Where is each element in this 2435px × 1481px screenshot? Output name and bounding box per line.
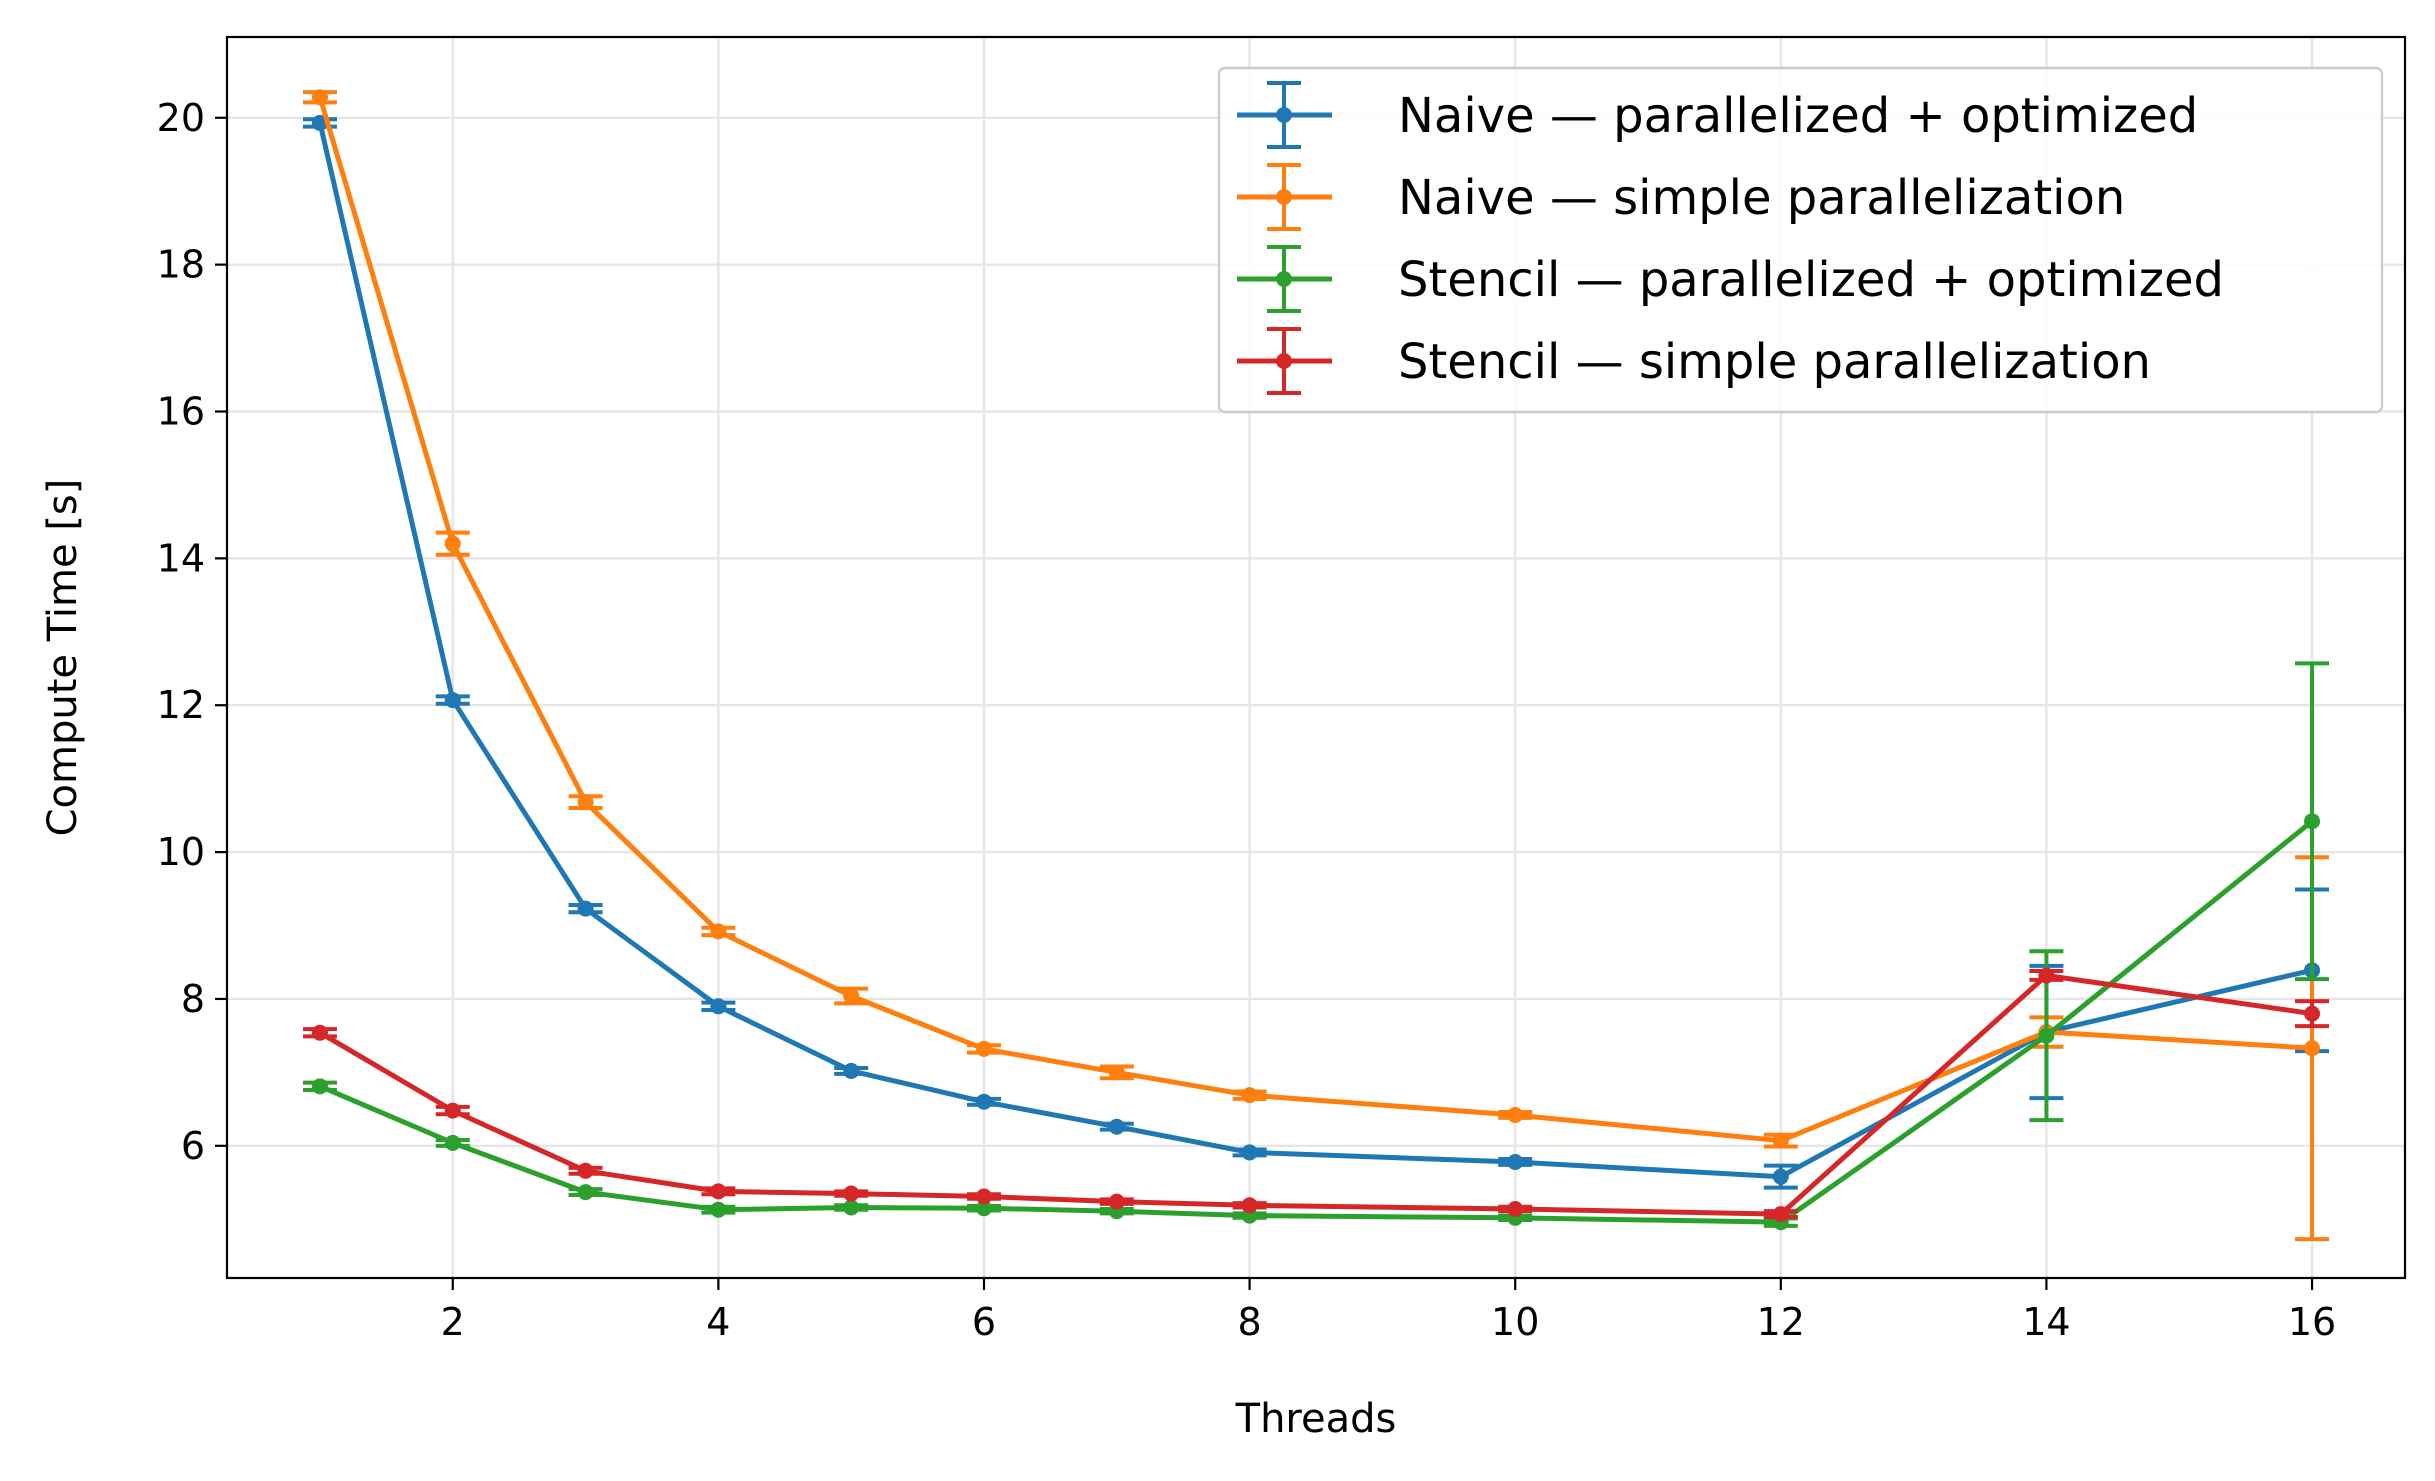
data-point xyxy=(1108,1193,1125,1210)
legend-box xyxy=(1217,66,2384,414)
y-tick-label: 18 xyxy=(157,243,205,287)
legend-entry: Stencil — simple parallelization xyxy=(1237,327,2151,395)
data-point xyxy=(843,1185,860,1202)
data-point xyxy=(311,1078,328,1095)
legend-entry: Naive — simple parallelization xyxy=(1237,163,2125,231)
data-point xyxy=(311,1024,328,1041)
legend-entry: Naive — parallelized + optimized xyxy=(1237,81,2198,149)
y-axis-title: Compute Time [s] xyxy=(40,479,86,837)
y-tick-label: 16 xyxy=(157,390,205,434)
plot-frame xyxy=(225,35,2407,1280)
data-point xyxy=(2304,813,2321,830)
legend-marker xyxy=(1276,353,1292,369)
data-point xyxy=(1241,1144,1258,1161)
data-point xyxy=(975,1188,992,1205)
legend: Naive — parallelized + optimized Naive — … xyxy=(1217,66,2384,414)
x-tick-label: 8 xyxy=(1238,1300,1262,1344)
data-point xyxy=(1108,1118,1125,1135)
data-point xyxy=(577,1184,594,1201)
data-point xyxy=(1772,1206,1789,1223)
data-point xyxy=(2304,1005,2321,1022)
data-point xyxy=(444,1102,461,1119)
y-tick-label: 10 xyxy=(157,830,205,874)
data-point xyxy=(710,1183,727,1200)
data-point xyxy=(1507,1106,1524,1123)
legend-marker xyxy=(1276,107,1292,123)
data-point xyxy=(444,1134,461,1151)
x-tick-label: 16 xyxy=(2288,1300,2336,1344)
data-point xyxy=(1507,1153,1524,1170)
legend-label: Naive — parallelized + optimized xyxy=(1398,88,2198,144)
series-2 xyxy=(302,89,2330,1242)
data-point xyxy=(843,1062,860,1079)
x-tick-label: 4 xyxy=(706,1300,730,1344)
y-tick-label: 8 xyxy=(181,977,205,1021)
data-point xyxy=(577,1162,594,1179)
y-tick-label: 6 xyxy=(181,1124,205,1168)
legend-marker xyxy=(1276,271,1292,287)
legend-entry: Stencil — parallelized + optimized xyxy=(1237,245,2224,313)
data-point xyxy=(1772,1168,1789,1185)
legend-label: Stencil — parallelized + optimized xyxy=(1398,252,2224,308)
data-point xyxy=(1241,1197,1258,1214)
data-point xyxy=(710,1201,727,1218)
x-tick-label: 6 xyxy=(972,1300,996,1344)
y-tick-label: 20 xyxy=(157,96,205,140)
data-point xyxy=(843,988,860,1005)
x-tick-label: 12 xyxy=(1757,1300,1805,1344)
data-point xyxy=(1108,1064,1125,1081)
x-tick-label: 14 xyxy=(2022,1300,2070,1344)
legend-label: Stencil — simple parallelization xyxy=(1398,334,2151,390)
data-point xyxy=(975,1040,992,1057)
series-line xyxy=(319,819,2314,1225)
legend-label: Naive — simple parallelization xyxy=(1398,170,2125,226)
y-tick-label: 14 xyxy=(157,536,205,580)
data-point xyxy=(710,923,727,940)
data-point xyxy=(2304,1040,2321,1057)
data-point xyxy=(2038,1027,2055,1044)
series-line xyxy=(317,122,2313,1180)
data-point xyxy=(710,998,727,1015)
data-point xyxy=(1241,1087,1258,1104)
legend-marker xyxy=(1276,189,1292,205)
y-tick-label: 12 xyxy=(157,683,205,727)
data-point xyxy=(577,794,594,811)
x-tick-label: 10 xyxy=(1491,1300,1539,1344)
data-point xyxy=(975,1093,992,1110)
data-point xyxy=(444,692,461,709)
series-line xyxy=(318,973,2313,1217)
x-axis-title: Threads xyxy=(1235,1396,1397,1442)
data-point xyxy=(1507,1200,1524,1217)
x-tick-label: 2 xyxy=(441,1300,465,1344)
data-point xyxy=(975,1200,992,1217)
data-point xyxy=(1772,1132,1789,1149)
data-point xyxy=(2038,967,2055,984)
series-lines xyxy=(302,89,2330,1242)
data-point xyxy=(843,1199,860,1216)
series-line xyxy=(317,96,2313,1144)
data-point xyxy=(577,900,594,917)
data-point xyxy=(311,89,328,106)
series-4 xyxy=(302,967,2330,1223)
axis-ticks: 2 4 6 8 10 12 14 16 6 8 10 12 14 16 18 20 xyxy=(157,96,2337,1344)
data-point xyxy=(444,535,461,552)
